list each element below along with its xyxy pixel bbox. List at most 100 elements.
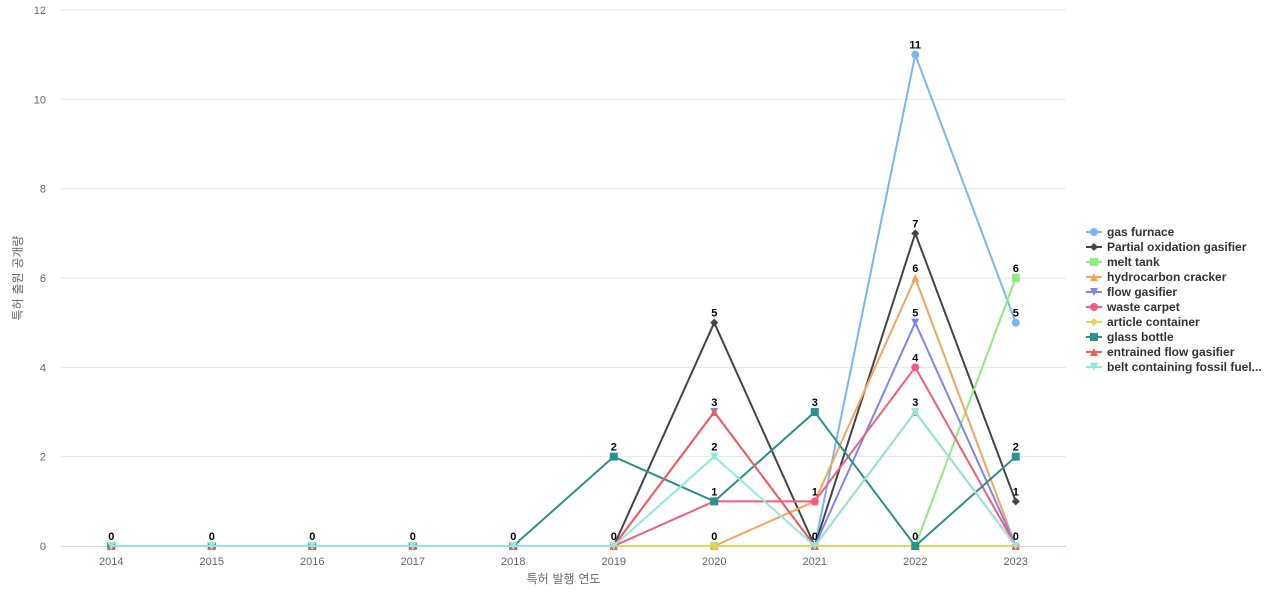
y-tick-label: 8 [40, 184, 46, 196]
legend-marker [1090, 317, 1098, 326]
data-label: 7 [912, 218, 918, 230]
data-label: 0 [108, 531, 114, 543]
data-label: 11 [909, 40, 921, 52]
legend-symbol [1086, 332, 1102, 341]
series-8 [107, 408, 1020, 550]
data-label: 6 [1013, 263, 1019, 275]
legend-label: waste carpet [1107, 299, 1180, 314]
data-point[interactable] [911, 274, 920, 282]
series-lines [107, 50, 1020, 550]
legend-label: entrained flow gasifier [1107, 344, 1235, 359]
legend-label: melt tank [1107, 254, 1160, 269]
data-point[interactable] [609, 452, 618, 461]
x-tick-label: 2015 [200, 556, 224, 568]
data-label: 1 [711, 486, 717, 498]
x-tick-label: 2019 [602, 556, 626, 568]
legend-label: Partial oxidation gasifier [1107, 239, 1247, 254]
data-labels: 0 0 0 0 0 2 0 5 3 2 1 0 3 1 0 11 7 6 5 4 3 0 6 5 2 1 0 [108, 40, 1019, 543]
data-point[interactable] [810, 497, 819, 506]
x-tick-label: 2014 [99, 556, 123, 568]
series-5 [107, 318, 1020, 550]
x-tick-label: 2022 [903, 556, 927, 568]
data-point[interactable] [1011, 274, 1020, 282]
data-label: 5 [711, 308, 717, 320]
legend-item[interactable]: entrained flow gasifier [1086, 344, 1276, 359]
data-point[interactable] [911, 50, 920, 59]
legend-item[interactable]: belt containing fossil fuel... [1086, 359, 1276, 374]
series-line[interactable] [110, 411, 1017, 547]
legend-marker [1090, 257, 1098, 266]
legend-symbol [1086, 317, 1102, 326]
data-point[interactable] [710, 318, 719, 327]
data-point[interactable] [1011, 452, 1020, 461]
data-point[interactable] [509, 542, 518, 550]
y-axis-ticks: 0 2 4 6 8 10 12 [34, 5, 46, 553]
data-label: 5 [1013, 308, 1019, 320]
data-point[interactable] [911, 318, 920, 327]
data-point[interactable] [710, 452, 719, 461]
legend-label: article container [1107, 314, 1200, 329]
data-point[interactable] [911, 229, 920, 238]
legend-item[interactable]: waste carpet [1086, 299, 1276, 314]
data-point[interactable] [810, 408, 819, 416]
x-tick-label: 2016 [300, 556, 324, 568]
legend-item[interactable]: hydrocarbon cracker [1086, 269, 1276, 284]
legend-marker [1090, 287, 1098, 296]
legend-symbol [1086, 257, 1102, 266]
data-label: 2 [711, 442, 717, 454]
data-label: 0 [812, 531, 818, 543]
legend-item[interactable]: glass bottle [1086, 329, 1276, 344]
legend-symbol [1086, 302, 1102, 311]
series-line[interactable] [110, 53, 1017, 547]
data-point[interactable] [1011, 318, 1020, 327]
data-label: 2 [611, 442, 617, 454]
data-label: 0 [611, 531, 617, 543]
legend-item[interactable]: melt tank [1086, 254, 1276, 269]
series-line[interactable] [110, 277, 1017, 547]
series-line[interactable] [110, 277, 1017, 547]
x-tick-label: 2023 [1004, 556, 1028, 568]
legend: gas furnace Partial oxidation gasifier mel… [1086, 224, 1276, 374]
data-point[interactable] [911, 408, 920, 416]
y-axis-title: 특허 출원 공개량 [11, 236, 25, 321]
data-point[interactable] [207, 542, 216, 550]
data-point[interactable] [1011, 497, 1020, 506]
data-label: 0 [711, 531, 717, 543]
data-point[interactable] [911, 542, 920, 550]
data-label: 3 [912, 397, 918, 409]
y-tick-label: 0 [40, 541, 46, 553]
series-1 [107, 50, 1020, 550]
legend-item[interactable]: Partial oxidation gasifier [1086, 239, 1276, 254]
legend-symbol [1086, 362, 1102, 371]
y-tick-label: 12 [34, 5, 46, 17]
data-label: 5 [912, 308, 918, 320]
data-point[interactable] [308, 542, 317, 550]
data-label: 0 [410, 531, 416, 543]
legend-item[interactable]: gas furnace [1086, 224, 1276, 239]
data-point[interactable] [710, 497, 719, 506]
data-point[interactable] [609, 542, 618, 550]
legend-symbol [1086, 272, 1102, 281]
series-line[interactable] [110, 411, 1017, 547]
legend-item[interactable]: article container [1086, 314, 1276, 329]
y-tick-label: 4 [40, 362, 46, 374]
x-axis-ticks: 2014 2015 2016 2017 2018 2019 2020 2021 2022 2023 [99, 556, 1028, 568]
data-label: 4 [912, 352, 919, 364]
series-line[interactable] [110, 411, 1017, 547]
data-point[interactable] [810, 542, 819, 550]
series-10 [107, 408, 1020, 550]
legend-marker [1090, 302, 1098, 311]
legend-item[interactable]: flow gasifier [1086, 284, 1276, 299]
x-tick-label: 2020 [702, 556, 726, 568]
data-point[interactable] [107, 542, 116, 550]
data-point[interactable] [710, 542, 719, 550]
data-point[interactable] [408, 542, 417, 550]
data-point[interactable] [710, 408, 719, 416]
legend-symbol [1086, 242, 1102, 251]
x-tick-label: 2018 [501, 556, 525, 568]
legend-marker [1090, 332, 1098, 341]
data-point[interactable] [911, 363, 920, 372]
data-point[interactable] [1011, 542, 1020, 550]
legend-label: hydrocarbon cracker [1107, 269, 1227, 284]
legend-marker [1090, 227, 1098, 236]
